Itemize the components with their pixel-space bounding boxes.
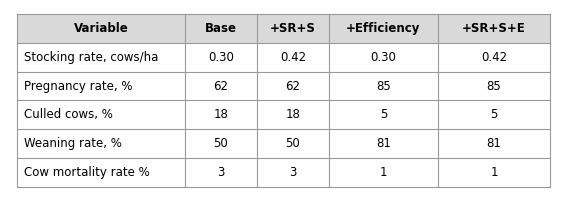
Bar (438, 43, 550, 72)
Text: 62: 62 (285, 80, 301, 93)
Text: 0.42: 0.42 (481, 51, 507, 64)
Text: +Efficiency: +Efficiency (346, 22, 421, 35)
Bar (329, 72, 438, 100)
Bar (257, 14, 329, 43)
Bar (438, 158, 550, 187)
Text: Pregnancy rate, %: Pregnancy rate, % (24, 80, 132, 93)
Text: 0.30: 0.30 (208, 51, 234, 64)
Bar (257, 72, 329, 100)
Text: 81: 81 (376, 137, 391, 150)
Text: 5: 5 (490, 108, 498, 121)
Text: 85: 85 (486, 80, 501, 93)
Text: 81: 81 (486, 137, 501, 150)
Bar (185, 129, 257, 158)
Text: 50: 50 (214, 137, 229, 150)
Text: 0.42: 0.42 (280, 51, 306, 64)
Bar (329, 43, 438, 72)
Text: Weaning rate, %: Weaning rate, % (24, 137, 122, 150)
Text: 18: 18 (213, 108, 229, 121)
Bar (438, 100, 550, 129)
Bar (329, 129, 438, 158)
Text: Variable: Variable (74, 22, 128, 35)
Bar (257, 43, 329, 72)
Bar (17, 158, 185, 187)
Text: Cow mortality rate %: Cow mortality rate % (24, 166, 150, 179)
Text: 85: 85 (376, 80, 391, 93)
Bar (257, 100, 329, 129)
Bar (257, 129, 329, 158)
Text: +SR+S: +SR+S (270, 22, 316, 35)
Text: 0.30: 0.30 (370, 51, 396, 64)
Bar (257, 158, 329, 187)
Bar (185, 14, 257, 43)
Bar (329, 14, 438, 43)
Bar (438, 72, 550, 100)
Bar (329, 158, 438, 187)
Text: 62: 62 (213, 80, 229, 93)
Bar (185, 158, 257, 187)
Bar (17, 43, 185, 72)
Bar (185, 100, 257, 129)
Text: Base: Base (205, 22, 237, 35)
Bar (17, 14, 185, 43)
Text: 1: 1 (490, 166, 498, 179)
Text: Culled cows, %: Culled cows, % (24, 108, 113, 121)
Text: 1: 1 (380, 166, 387, 179)
Text: 3: 3 (289, 166, 297, 179)
Bar (17, 129, 185, 158)
Bar (185, 43, 257, 72)
Text: +SR+S+E: +SR+S+E (462, 22, 526, 35)
Text: 50: 50 (285, 137, 300, 150)
Bar (438, 14, 550, 43)
Bar (17, 100, 185, 129)
Bar (329, 100, 438, 129)
Bar (185, 72, 257, 100)
Bar (438, 129, 550, 158)
Bar (17, 72, 185, 100)
Text: Stocking rate, cows/ha: Stocking rate, cows/ha (24, 51, 158, 64)
Text: 18: 18 (285, 108, 301, 121)
Text: 5: 5 (380, 108, 387, 121)
Text: 3: 3 (217, 166, 225, 179)
